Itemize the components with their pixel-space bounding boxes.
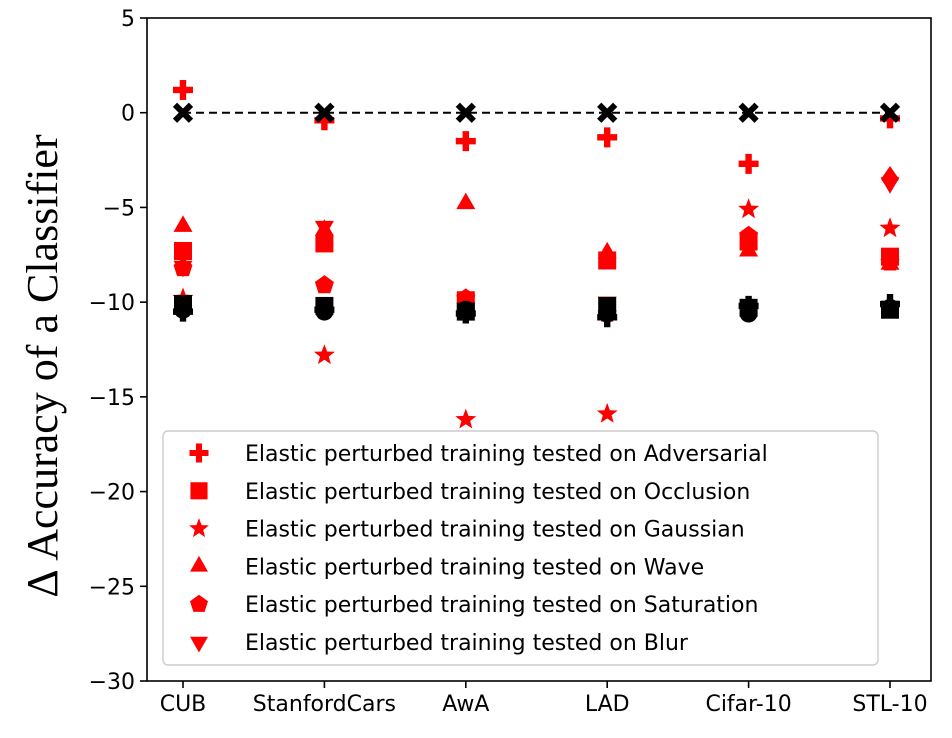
data-point-plus-black-1 [314, 299, 335, 320]
y-tick-label: −15 [89, 386, 135, 411]
y-tick-label: 5 [121, 7, 135, 32]
legend-marker-triangle-up [190, 555, 208, 572]
data-point-x-black-0 [172, 102, 194, 123]
data-point-plus-black-2 [455, 303, 476, 324]
data-point-star-red-3 [596, 402, 618, 423]
y-tick-label: −20 [89, 481, 135, 506]
legend-label: Elastic perturbed training tested on Adv… [245, 442, 768, 467]
y-ticks-layer: 5 0 −5 −10 −15 −20 −25 −30 [89, 7, 147, 695]
legend-marker-pentagon [190, 594, 208, 612]
legend-marker-square [190, 482, 208, 500]
data-point-pentagon-red-4 [739, 225, 759, 244]
data-point-triangle-up-red-0 [173, 215, 193, 232]
legend-label: Elastic perturbed training tested on Occ… [245, 480, 750, 505]
data-point-x-black-5 [879, 102, 901, 123]
x-tick-label: CUB [160, 692, 207, 717]
x-ticks-layer: CUB StanfordCars AwA LAD Cifar-10 STL-10 [160, 681, 928, 717]
data-point-square-red-0 [174, 241, 192, 260]
data-point-x-black-2 [455, 102, 476, 123]
data-point-star-red-5 [879, 217, 901, 238]
data-point-star-red-4 [738, 198, 760, 219]
data-point-triangle-up-red-4 [739, 240, 759, 257]
legend-label: Elastic perturbed training tested on Sat… [245, 593, 758, 618]
data-point-plus-red-2 [455, 131, 476, 152]
data-point-star-red-1 [313, 344, 335, 365]
data-point-plus-red-4 [738, 153, 759, 174]
y-tick-label: −25 [89, 575, 135, 600]
data-point-triangle-up-red-2 [456, 192, 476, 210]
data-point-x-black-3 [597, 102, 618, 123]
y-tick-label: −30 [89, 670, 135, 695]
data-point-plus-black-3 [597, 307, 618, 328]
data-point-diamond-red-5 [881, 166, 899, 193]
legend-marker-star [189, 518, 209, 538]
x-tick-label: STL-10 [852, 692, 927, 717]
legend-marker-plus [189, 443, 209, 463]
y-tick-label: 0 [121, 102, 135, 127]
plot-frame [146, 17, 932, 682]
y-tick-label: −5 [103, 196, 135, 221]
data-point-pentagon-red-2 [456, 288, 476, 307]
data-point-square-red-1 [315, 234, 334, 253]
y-axis-label: Δ Accuracy of a Classifier [18, 134, 67, 598]
data-point-x-black-4 [738, 102, 759, 123]
data-point-pentagon-red-1 [314, 275, 334, 294]
legend-marker-triangle-down [190, 636, 208, 653]
y-tick-label: −10 [89, 291, 135, 316]
x-tick-label: LAD [585, 692, 630, 717]
legend-label: Elastic perturbed training tested on Wav… [245, 555, 704, 580]
data-point-star-red-2 [455, 408, 477, 429]
points-layer [172, 79, 901, 429]
data-point-plus-black-4 [738, 295, 759, 316]
legend-label: Elastic perturbed training tested on Gau… [245, 518, 745, 543]
legend-frame [162, 430, 879, 666]
legend-label: Elastic perturbed training tested on Blu… [245, 631, 689, 656]
x-tick-label: AwA [442, 692, 489, 717]
data-point-triangle-up-red-3 [597, 241, 617, 259]
data-point-plus-red-5 [880, 108, 900, 129]
data-point-pentagon-red-5 [880, 252, 900, 271]
x-tick-label: Cifar-10 [705, 692, 791, 717]
data-point-triangle-down-red-0 [173, 260, 193, 278]
data-point-x-black-1 [314, 102, 335, 123]
data-point-plus-red-3 [597, 127, 618, 148]
data-point-plus-black-0 [173, 301, 193, 322]
legend: Elastic perturbed training tested on Adv… [162, 430, 879, 666]
data-point-triangle-down-red-1 [314, 220, 334, 238]
y-axis-label-group: Δ Accuracy of a Classifier [18, 134, 67, 598]
x-tick-label: StanfordCars [253, 692, 396, 717]
data-point-plus-black-5 [880, 294, 900, 315]
data-point-plus-red-1 [314, 110, 335, 131]
data-point-plus-red-0 [173, 79, 193, 100]
